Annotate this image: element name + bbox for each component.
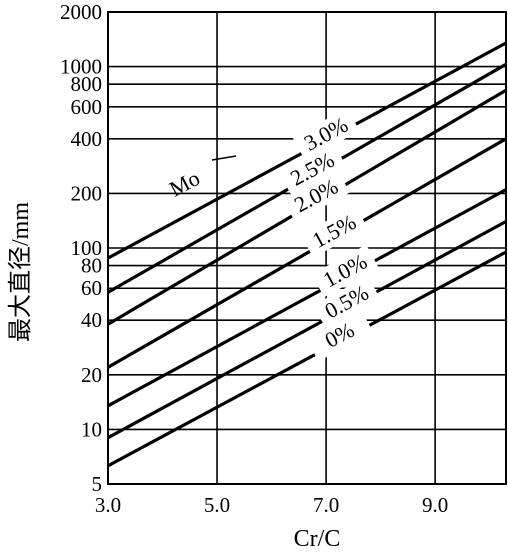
series-line-mo-0pct: [107, 250, 507, 468]
x-tick-labels: 3.0 5.0 7.0 9.0: [95, 493, 448, 517]
series-label-background: [292, 108, 360, 161]
series-label-background: [300, 205, 368, 258]
mo-leader-line: [211, 155, 237, 161]
y-tick-label: 5: [92, 472, 103, 496]
y-tick-label: 200: [71, 181, 103, 205]
series-line-mo-1-0pct: [107, 188, 507, 408]
series-line-mo-0-5pct: [107, 220, 507, 440]
series-labels: 3.0%2.5%2.0%1.5%1.0%0.5%0%: [211, 108, 381, 362]
y-tick-label: 80: [81, 254, 102, 278]
legend-prefix-mo: Mo: [165, 165, 204, 201]
y-tick-label: 1000: [60, 55, 102, 79]
x-tick-label: 5.0: [204, 493, 230, 517]
x-tick-label: 7.0: [313, 493, 339, 517]
x-axis-label: Cr/C: [294, 526, 341, 552]
series-label-background: [282, 169, 350, 222]
y-tick-label: 100: [71, 236, 103, 260]
y-tick-label: 40: [81, 308, 102, 332]
plot-frame: [107, 11, 507, 485]
series-label-background: [279, 143, 346, 196]
y-tick-label: 600: [71, 95, 103, 119]
y-axis-label: 最大直径/mm: [7, 202, 34, 342]
y-tick-label: 800: [71, 72, 103, 96]
x-tick-label: 3.0: [95, 493, 121, 517]
y-tick-label: 10: [81, 417, 102, 441]
y-tick-label: 400: [71, 127, 103, 151]
y-tick-label: 20: [81, 363, 102, 387]
series-label-background: [311, 244, 379, 298]
series-label-background: [313, 275, 381, 329]
y-tick-label: 2000: [60, 0, 102, 24]
series-label-background: [306, 309, 374, 362]
x-tick-label: 9.0: [422, 493, 448, 517]
y-tick-label: 60: [81, 276, 102, 300]
grid: [108, 12, 506, 484]
series-line-mo-1-5pct: [107, 137, 507, 369]
